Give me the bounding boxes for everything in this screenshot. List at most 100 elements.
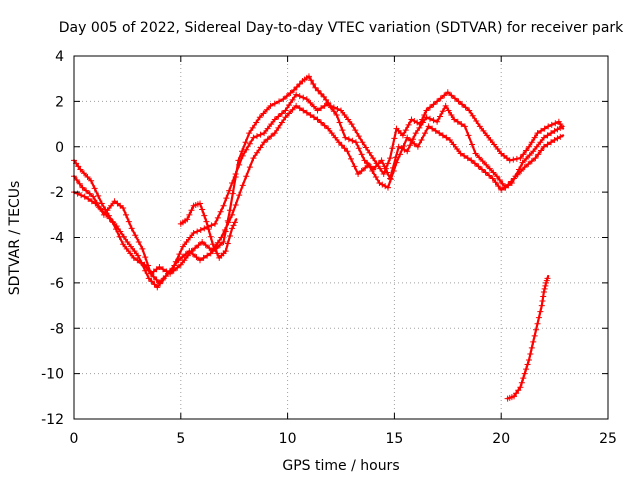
data-point xyxy=(471,160,478,167)
data-point xyxy=(436,130,443,137)
y-tick-label: -4 xyxy=(50,231,64,247)
data-point xyxy=(528,344,535,351)
data-point xyxy=(257,144,264,151)
data-point xyxy=(253,149,260,156)
data-point xyxy=(303,109,310,116)
data-point xyxy=(154,284,161,291)
data-point xyxy=(389,145,396,152)
data-point xyxy=(194,228,201,235)
data-point xyxy=(427,104,433,111)
data-point xyxy=(189,251,196,258)
data-point xyxy=(120,205,127,212)
data-point xyxy=(222,248,229,255)
data-point xyxy=(399,132,406,139)
data-point xyxy=(451,116,458,123)
data-point xyxy=(473,118,480,125)
data-point xyxy=(384,160,391,167)
data-point xyxy=(214,239,221,246)
data-point xyxy=(469,141,476,148)
data-point xyxy=(505,182,512,189)
data-point xyxy=(524,361,531,368)
data-point xyxy=(268,121,275,128)
data-point xyxy=(314,107,321,114)
data-point xyxy=(527,350,534,357)
data-point xyxy=(246,140,253,147)
data-point xyxy=(75,163,82,170)
data-point xyxy=(186,248,193,255)
data-point xyxy=(345,136,352,143)
data-point xyxy=(451,95,458,102)
data-point xyxy=(534,130,541,137)
data-point xyxy=(531,332,538,339)
data-point xyxy=(256,114,263,121)
data-point xyxy=(518,379,525,386)
data-point xyxy=(310,80,317,87)
data-point xyxy=(347,155,354,162)
data-point xyxy=(520,375,527,382)
data-point xyxy=(430,117,437,124)
data-point xyxy=(355,145,362,152)
data-point xyxy=(230,222,237,229)
data-point xyxy=(183,239,190,246)
x-tick-label: 25 xyxy=(599,431,617,447)
data-point xyxy=(85,195,92,202)
data-point xyxy=(117,228,124,235)
y-tick-label: -8 xyxy=(50,321,64,337)
data-point xyxy=(404,148,411,155)
data-point xyxy=(318,90,325,97)
data-point xyxy=(318,119,325,126)
data-point xyxy=(342,134,349,141)
data-point xyxy=(73,177,80,184)
data-point xyxy=(355,133,362,140)
data-point xyxy=(232,201,239,208)
data-point xyxy=(341,145,348,152)
data-point xyxy=(201,212,208,219)
data-point xyxy=(92,200,99,207)
data-point xyxy=(214,214,221,221)
data-point xyxy=(422,130,429,137)
data-point xyxy=(534,320,541,327)
data-point xyxy=(204,252,211,259)
data-point xyxy=(480,127,487,134)
data-point xyxy=(498,186,505,193)
data-point xyxy=(472,150,479,157)
data-point xyxy=(229,211,236,218)
data-point xyxy=(423,107,430,114)
data-point xyxy=(380,170,387,177)
data-point xyxy=(552,120,559,127)
data-point xyxy=(122,211,129,218)
series-line-track-4 xyxy=(179,202,238,259)
data-point xyxy=(162,273,169,280)
data-point xyxy=(541,285,548,292)
data-point xyxy=(538,302,545,309)
data-point xyxy=(515,387,522,394)
data-point xyxy=(197,200,204,207)
data-point xyxy=(86,190,93,197)
data-point xyxy=(148,278,155,285)
data-point xyxy=(362,164,369,171)
data-point xyxy=(232,170,239,177)
data-point xyxy=(548,130,555,137)
data-point xyxy=(190,229,197,236)
data-point xyxy=(461,123,468,130)
data-point xyxy=(429,125,436,132)
data-point xyxy=(351,163,358,170)
data-point xyxy=(186,211,193,218)
data-point xyxy=(236,161,243,168)
data-point xyxy=(445,107,452,114)
y-axis-label: SDTVAR / TECUs xyxy=(7,181,23,296)
data-point xyxy=(142,267,149,274)
data-point xyxy=(412,130,419,137)
data-point xyxy=(203,218,210,225)
data-point xyxy=(132,232,139,239)
data-point xyxy=(300,107,307,114)
data-point xyxy=(334,105,341,112)
data-point xyxy=(199,239,206,246)
data-point xyxy=(142,254,149,261)
data-point xyxy=(220,202,227,209)
data-point xyxy=(427,115,433,122)
data-point xyxy=(226,207,233,214)
data-point xyxy=(348,121,355,128)
data-point xyxy=(532,155,539,162)
data-point xyxy=(83,187,90,194)
